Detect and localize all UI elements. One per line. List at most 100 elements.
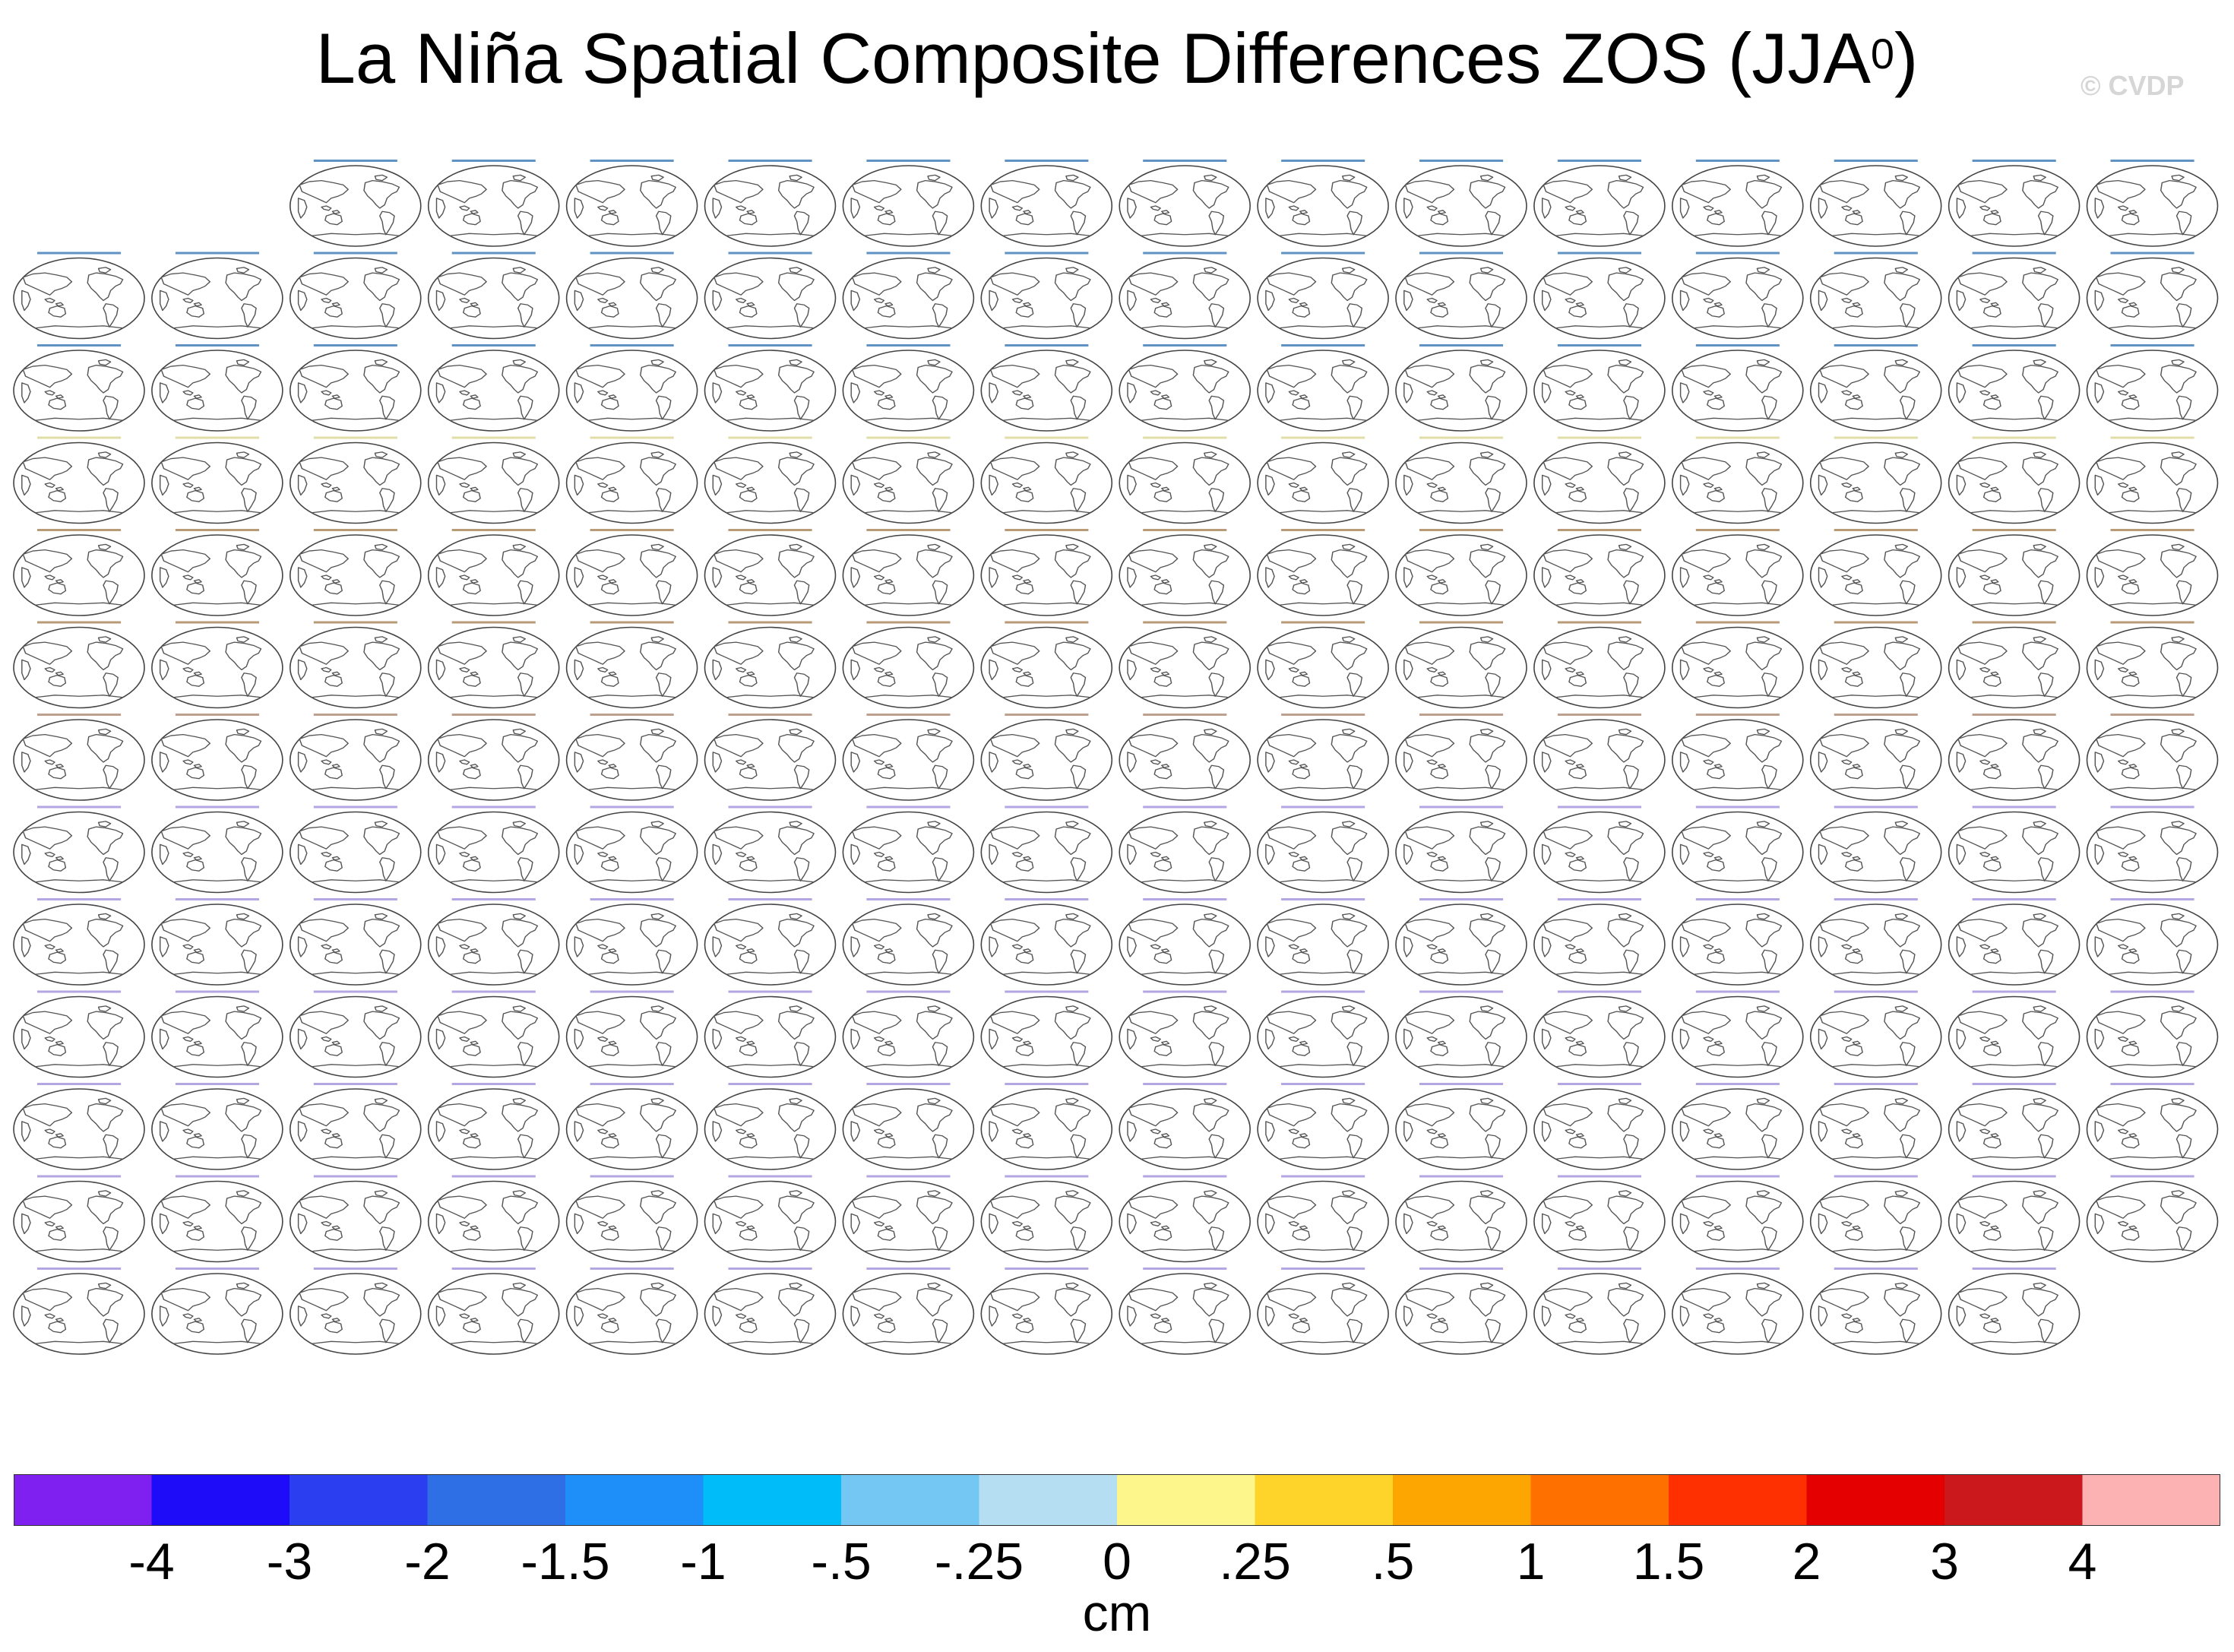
coastline bbox=[1065, 1190, 1079, 1197]
coastline bbox=[714, 364, 764, 388]
coastline bbox=[44, 574, 64, 584]
coastlines bbox=[1127, 728, 1229, 790]
coastline bbox=[1430, 951, 1449, 964]
coastline bbox=[299, 272, 349, 296]
coastline bbox=[1417, 325, 1505, 329]
coastline bbox=[1618, 451, 1632, 458]
coastline bbox=[650, 1005, 664, 1012]
map-panel bbox=[842, 1267, 975, 1355]
coastline bbox=[173, 1340, 261, 1344]
coastlines bbox=[1403, 1282, 1506, 1344]
map-panel bbox=[565, 805, 698, 894]
coastlines bbox=[1127, 174, 1229, 236]
panel-label bbox=[1972, 805, 2056, 809]
coastline bbox=[1192, 457, 1229, 486]
panel-label bbox=[2110, 1175, 2194, 1178]
coastline bbox=[160, 364, 211, 388]
coastline bbox=[225, 1287, 262, 1317]
panel-label bbox=[1972, 714, 2056, 716]
panel-label bbox=[175, 990, 259, 993]
coastline bbox=[2033, 543, 2046, 551]
map-panel bbox=[1809, 990, 1942, 1078]
panel-label bbox=[1005, 1083, 1089, 1085]
map-panel bbox=[1395, 898, 1527, 986]
coastline bbox=[363, 826, 400, 856]
coastline bbox=[312, 786, 400, 790]
coastlines bbox=[435, 174, 539, 236]
coastline bbox=[1819, 1103, 1869, 1127]
coastline bbox=[1555, 417, 1644, 421]
coastline bbox=[1756, 821, 1770, 828]
coastline bbox=[182, 482, 202, 492]
coastline bbox=[735, 666, 755, 676]
panel-label bbox=[175, 529, 259, 531]
coastline bbox=[989, 457, 1040, 480]
panel-label bbox=[451, 898, 536, 900]
map-panel bbox=[2086, 714, 2219, 801]
coastlines bbox=[574, 728, 676, 790]
panel-label bbox=[1557, 1267, 1641, 1270]
coastline bbox=[1884, 457, 1921, 486]
map-panel bbox=[1395, 529, 1527, 616]
coastline bbox=[726, 971, 815, 975]
coastline bbox=[1745, 1011, 1783, 1040]
coastline bbox=[1970, 1248, 2058, 1252]
map-panel bbox=[1257, 529, 1389, 616]
coastline bbox=[1403, 198, 1413, 219]
coastline bbox=[236, 1282, 250, 1290]
coastline bbox=[435, 1121, 446, 1142]
coastline bbox=[48, 397, 67, 410]
coastline bbox=[1141, 1064, 1229, 1068]
map-panel bbox=[13, 529, 145, 616]
coastline bbox=[1679, 1305, 1690, 1327]
coastline bbox=[1841, 1220, 1861, 1230]
coastline bbox=[1153, 305, 1172, 318]
panel-label bbox=[1143, 898, 1227, 900]
map-outline bbox=[1533, 257, 1666, 340]
coastline bbox=[927, 267, 941, 274]
coastline bbox=[1015, 1321, 1034, 1334]
coastline bbox=[103, 1134, 119, 1159]
panel-label bbox=[590, 1175, 674, 1178]
colorbar-tick-label: -.5 bbox=[811, 1533, 872, 1590]
coastline bbox=[1703, 1128, 1723, 1138]
map-panel bbox=[1119, 252, 1251, 340]
map-panel bbox=[980, 714, 1113, 801]
coastline bbox=[1679, 1121, 1690, 1142]
colorbar-box bbox=[1393, 1474, 1531, 1526]
coastline bbox=[324, 1229, 343, 1241]
map-panel bbox=[1672, 898, 1804, 986]
coastline bbox=[1292, 490, 1311, 502]
coastline bbox=[989, 733, 1040, 758]
coastline bbox=[2037, 580, 2054, 605]
panel-label bbox=[1143, 714, 1227, 716]
map-panel bbox=[151, 1175, 283, 1263]
panel-label bbox=[866, 252, 951, 255]
coastline bbox=[2108, 879, 2197, 883]
coastline bbox=[1404, 826, 1455, 850]
coastline bbox=[297, 1121, 308, 1142]
map-panel bbox=[1119, 344, 1251, 432]
coastlines bbox=[21, 1097, 124, 1160]
coastline bbox=[2117, 574, 2137, 584]
map-panel bbox=[151, 805, 283, 894]
coastline bbox=[517, 1318, 533, 1343]
coastlines bbox=[21, 636, 124, 698]
map-panel bbox=[842, 436, 975, 524]
coastline bbox=[1607, 364, 1644, 394]
coastlines bbox=[1265, 636, 1368, 698]
map-panel bbox=[289, 990, 422, 1078]
coastline bbox=[1011, 851, 1032, 861]
coastline bbox=[1565, 574, 1584, 584]
coastline bbox=[1844, 1136, 1863, 1149]
coastline bbox=[324, 767, 343, 780]
panel-label bbox=[1005, 252, 1089, 255]
coastline bbox=[159, 474, 169, 496]
coastline bbox=[2171, 451, 2185, 458]
panel-label bbox=[1005, 344, 1089, 347]
colorbar-box bbox=[1530, 1474, 1669, 1526]
coastline bbox=[1128, 1287, 1179, 1312]
coastline bbox=[2121, 951, 2140, 964]
coastline bbox=[640, 1195, 676, 1225]
coastline bbox=[1430, 1229, 1449, 1241]
